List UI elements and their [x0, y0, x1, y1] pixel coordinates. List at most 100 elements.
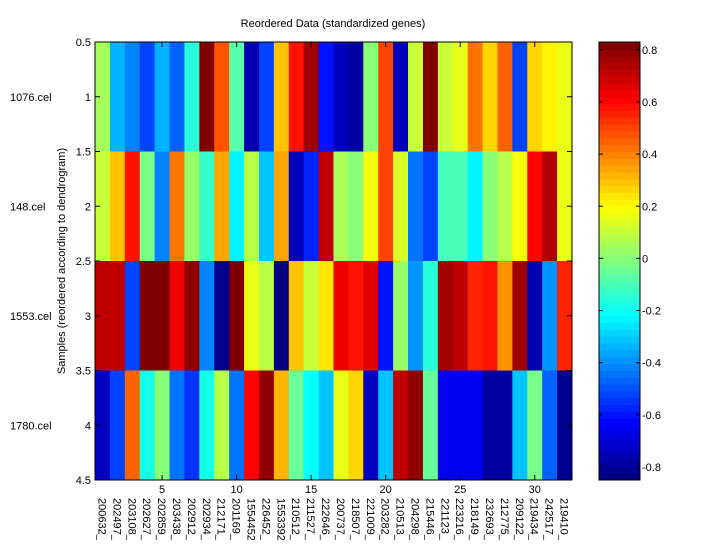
y-tick-label: 2 [85, 201, 91, 213]
heatmap-cell [393, 151, 409, 262]
heatmap-cell [542, 261, 558, 371]
colorbar-segment [599, 302, 640, 310]
row-label: 148.cel [10, 201, 45, 213]
column-label: 223216_ [453, 498, 465, 540]
y-tick-label: 0.5 [76, 37, 91, 49]
heatmap-cell [199, 370, 215, 481]
y-axis-label: Samples (reordered according to dendrogr… [56, 148, 68, 374]
heatmap-cell [482, 370, 498, 481]
row-labels: 1076.cel 148.cel 1553.cel 1780.cel [10, 92, 52, 433]
heatmap-cell [244, 261, 260, 371]
heatmap-cell [363, 151, 379, 262]
heatmap-cell [199, 42, 215, 152]
colorbar-tick-label: 0.6 [642, 97, 657, 109]
column-label: 226452_ [259, 498, 271, 540]
heatmap-cell [557, 42, 573, 152]
heatmap-cell [303, 42, 320, 152]
column-label: 218507_ [349, 498, 361, 540]
colorbar-segment [599, 151, 640, 159]
heatmap-cell [363, 261, 379, 371]
heatmap-cell [393, 370, 409, 481]
colorbar-segment [599, 144, 640, 152]
colorbar-tick-label: -0.4 [642, 358, 661, 370]
column-label: 212171_ [215, 498, 227, 540]
heatmap-cell [318, 261, 334, 371]
colorbar-segment [599, 192, 640, 200]
heatmap-cell [169, 42, 185, 152]
heatmap-cell [244, 42, 260, 152]
heatmap-cell [512, 42, 528, 152]
heatmap-cell [408, 42, 424, 152]
heatmap-cell [348, 42, 364, 152]
colorbar-segment [599, 130, 640, 139]
heatmap-cell [348, 261, 364, 371]
colorbar-segment [599, 459, 640, 467]
colorbar-segment [599, 295, 640, 303]
y-tick-label: 1.5 [76, 147, 91, 159]
colorbar-segment [599, 391, 640, 399]
heatmap-cell [408, 151, 424, 262]
colorbar-segment [599, 110, 640, 118]
column-label: 1554452_ [245, 498, 257, 540]
colorbar-segment [599, 267, 640, 276]
colorbar-segment [599, 76, 640, 84]
heatmap-cell [184, 370, 200, 481]
heatmap-cell [303, 370, 320, 481]
colorbar-segment [599, 329, 640, 337]
heatmap-cell [527, 151, 543, 262]
heatmap-cell [229, 370, 245, 481]
heatmap-cell [139, 42, 156, 152]
colorbar-segment [599, 425, 640, 433]
heatmap-cell [452, 261, 469, 371]
heatmap-cell [363, 370, 379, 481]
colorbar-segment [599, 233, 640, 241]
colorbar-segment [599, 322, 640, 330]
heatmap-cell [95, 151, 111, 262]
heatmap-cell [154, 42, 171, 152]
heatmap-cell [542, 42, 558, 152]
colorbar-segment [599, 165, 640, 173]
colorbar-segment [599, 185, 640, 194]
colorbar-tick-label: -0.8 [642, 462, 661, 474]
heatmap-cell [184, 42, 200, 152]
colorbar-segment [599, 473, 640, 481]
heatmap-cell [527, 42, 543, 152]
heatmap-cell [482, 261, 498, 371]
colorbar-segment [599, 377, 640, 385]
heatmap-cell [273, 261, 290, 371]
colorbar-segment [599, 261, 640, 269]
column-label: 209122_ [513, 498, 525, 540]
heatmap-cell [199, 261, 215, 371]
heatmap-cell [258, 42, 275, 152]
heatmap-cell [124, 42, 141, 152]
column-label: 222646_ [319, 498, 331, 540]
heatmap-cell [258, 370, 275, 481]
y-tick-label: 3 [85, 311, 91, 323]
column-label: 218149_ [468, 498, 480, 540]
heatmap-cell [214, 261, 230, 371]
colorbar-segment [599, 445, 640, 454]
y-tick-label: 2.5 [76, 256, 91, 268]
heatmap-cell [452, 42, 469, 152]
x-tick-label: 20 [380, 484, 392, 496]
heatmap-cell [124, 261, 141, 371]
heatmap-cell [378, 42, 394, 152]
colorbar-segment [599, 55, 640, 64]
x-tick-label: 15 [305, 484, 317, 496]
heatmap-cell [109, 151, 126, 262]
heatmap-cell [363, 42, 379, 152]
colorbar-segment [599, 281, 640, 289]
heatmap-cell [288, 151, 305, 262]
colorbar-segment [599, 103, 640, 111]
y-tick-label: 3.5 [76, 366, 91, 378]
colorbar-segment [599, 247, 640, 255]
colorbar-segment [599, 397, 640, 406]
x-tick-label: 25 [454, 484, 466, 496]
colorbar-segment [599, 172, 640, 180]
heatmap-cell [139, 151, 156, 262]
heatmap-cell [95, 261, 111, 371]
colorbar-segment [599, 117, 640, 125]
colorbar-segment [599, 69, 640, 77]
colorbar-segment [599, 384, 640, 392]
